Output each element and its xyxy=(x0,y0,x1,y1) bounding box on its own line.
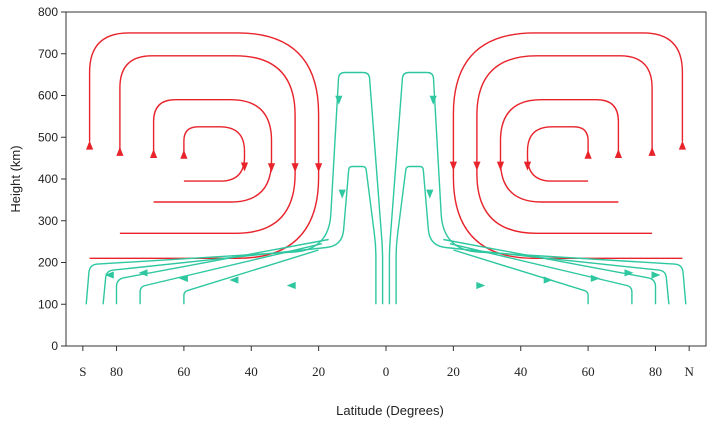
flow-arrow xyxy=(116,146,124,156)
y-tick-label: 600 xyxy=(38,89,58,103)
streamline-path xyxy=(453,249,589,305)
streamline-red-cell-north xyxy=(523,126,592,182)
streamline-green-cells xyxy=(85,71,384,305)
streamline-path xyxy=(88,32,320,259)
flow-arrow xyxy=(496,161,505,171)
streamline-path xyxy=(183,249,319,305)
flow-arrow xyxy=(291,163,299,173)
flow-arrow xyxy=(286,281,296,290)
streamline-path xyxy=(152,99,273,203)
flow-arrow xyxy=(267,163,276,173)
streamline-green-cells xyxy=(388,71,687,305)
y-tick-label: 0 xyxy=(51,339,58,353)
streamline-path xyxy=(102,165,377,305)
x-tick-label: 80 xyxy=(110,364,123,379)
x-tick-label: 20 xyxy=(447,364,460,379)
y-tick-label: 100 xyxy=(38,297,58,311)
flow-arrow xyxy=(180,149,188,159)
x-tick-label: 20 xyxy=(312,364,325,379)
y-tick-label: 700 xyxy=(38,47,58,61)
flow-arrow xyxy=(150,149,158,158)
y-tick-label: 500 xyxy=(38,130,58,144)
streamline-path xyxy=(85,71,384,305)
streamline-path xyxy=(395,165,670,305)
streamline-red-cell-north xyxy=(449,32,687,259)
streamline-path xyxy=(119,55,296,234)
streamline-green-cells xyxy=(395,165,670,305)
y-tick-label: 400 xyxy=(38,172,58,186)
streamline-path xyxy=(449,243,633,305)
streamline-path xyxy=(183,126,246,182)
streamline-red-cell-south xyxy=(150,99,276,203)
y-axis-label: Height (km) xyxy=(8,145,23,212)
flow-arrow xyxy=(229,276,239,284)
flow-arrow xyxy=(338,189,346,199)
flow-arrow xyxy=(426,189,434,199)
flow-arrow xyxy=(476,281,486,290)
flow-arrow xyxy=(614,149,623,158)
x-axis-label: Latitude (Degrees) xyxy=(336,403,444,418)
streamline-path xyxy=(452,32,684,259)
streamline-red-cell-south xyxy=(180,126,249,182)
streamline-green-cells xyxy=(183,249,319,305)
flow-arrow xyxy=(584,149,592,159)
flow-arrow xyxy=(651,271,661,279)
x-tick-label: 80 xyxy=(649,364,662,379)
streamline-red-cell-south xyxy=(116,55,299,234)
flow-arrow xyxy=(523,161,532,171)
streamline-red-cell-north xyxy=(473,55,656,234)
flow-arrow xyxy=(429,95,437,105)
flow-arrow xyxy=(678,140,687,150)
streamline-path xyxy=(526,126,589,182)
x-tick-label: 0 xyxy=(383,364,390,379)
x-tick-label: 60 xyxy=(177,364,190,379)
streamline-path xyxy=(139,243,323,305)
streamline-path xyxy=(499,99,620,203)
flow-arrow xyxy=(240,162,249,172)
flow-arrow xyxy=(449,161,457,171)
streamline-green-cells xyxy=(453,249,589,305)
streamlines xyxy=(85,32,687,305)
plot-area-frame xyxy=(65,11,707,347)
streamline-green-cells xyxy=(139,243,323,305)
streamline-red-cell-south xyxy=(85,32,323,259)
streamline-path xyxy=(476,55,653,234)
flow-arrow xyxy=(648,146,656,156)
flow-arrow xyxy=(104,271,114,279)
streamline-red-cell-north xyxy=(496,99,623,203)
x-tick-label: N xyxy=(684,364,694,379)
x-tick-label: 40 xyxy=(245,364,258,379)
y-tick-label: 300 xyxy=(38,214,58,228)
x-tick-label: 60 xyxy=(582,364,595,379)
streamline-path xyxy=(443,238,657,305)
streamline-path xyxy=(115,238,329,305)
flow-arrow xyxy=(85,140,94,150)
y-axis: 0 100 200 300 400 500 600 700 800 xyxy=(38,5,66,353)
flow-arrow xyxy=(138,269,148,277)
streamline-green-cells xyxy=(449,243,633,305)
y-tick-label: 800 xyxy=(38,5,58,19)
streamline-green-cells xyxy=(102,165,377,305)
x-tick-label: S xyxy=(79,364,86,379)
streamline-path xyxy=(388,71,687,305)
x-tick-label: 40 xyxy=(514,364,527,379)
x-axis: S 80 60 40 20 0 20 40 60 80 N xyxy=(79,346,694,379)
flow-arrow xyxy=(473,161,481,171)
flow-arrow xyxy=(335,95,343,105)
y-tick-label: 200 xyxy=(38,256,58,270)
flow-arrow xyxy=(315,163,323,173)
flow-arrow xyxy=(624,269,634,277)
